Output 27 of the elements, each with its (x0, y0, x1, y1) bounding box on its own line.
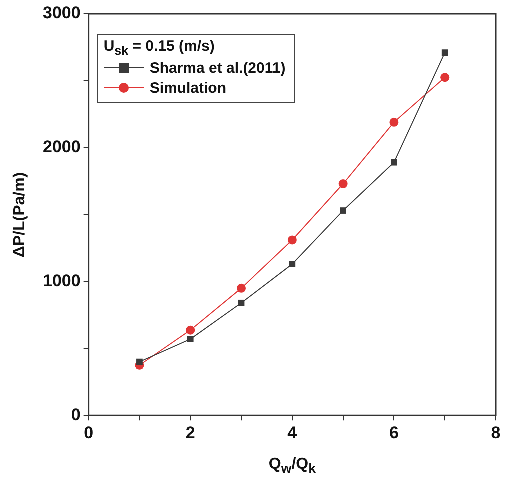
x-tick-label: 4 (288, 423, 298, 442)
legend-label: Simulation (150, 80, 226, 96)
x-axis-title: Q$_{w}$/Q$_{k}$ (268, 456, 316, 476)
point (238, 300, 245, 306)
y-tick-label: 3000 (42, 4, 81, 23)
point (237, 284, 246, 293)
y-tick-label: 2000 (42, 138, 81, 157)
legend-title: U$_{sk}$ = 0.15 (m/s) (104, 38, 215, 58)
point (338, 180, 348, 189)
point (440, 73, 450, 82)
point (289, 261, 296, 268)
point (390, 118, 399, 127)
y-tick-label: 1000 (42, 271, 81, 290)
point (340, 208, 346, 214)
y-tick-label: 0 (71, 405, 81, 424)
x-tick-label: 2 (186, 423, 196, 442)
y-axis-title: ΔP/L(Pa/m) (11, 172, 30, 258)
point (442, 50, 448, 56)
point (136, 358, 143, 366)
x-tick-label: 8 (491, 423, 501, 442)
point (391, 159, 398, 166)
x-tick-label: 6 (389, 423, 399, 442)
point (288, 236, 297, 245)
legend-label: Sharma et al.(2011) (150, 60, 286, 76)
x-tick-label: 0 (84, 423, 94, 442)
point (186, 326, 196, 335)
point (187, 336, 194, 342)
